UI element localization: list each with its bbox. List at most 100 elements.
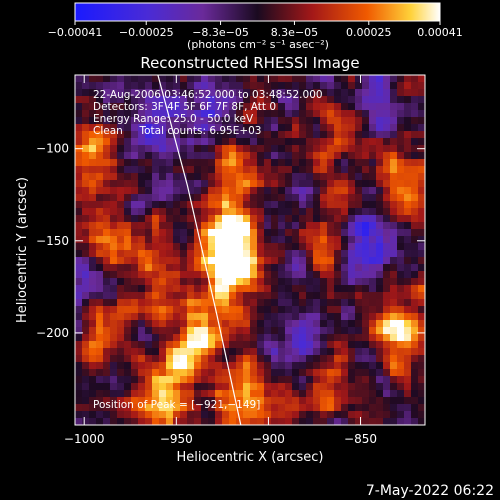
heatmap-cell	[320, 327, 328, 335]
heatmap-cell	[278, 299, 286, 307]
heatmap-cell	[110, 89, 118, 97]
annotation-time: 22-Aug-2006 03:46:52.000 to 03:48:52.000	[93, 89, 323, 101]
heatmap-cell	[313, 138, 321, 146]
heatmap-cell	[243, 82, 251, 90]
heatmap-cell	[110, 117, 118, 125]
heatmap-cell	[264, 369, 272, 377]
heatmap-cell	[369, 243, 377, 251]
heatmap-cell	[236, 411, 244, 419]
heatmap-cell	[369, 334, 377, 342]
heatmap-cell	[250, 397, 258, 405]
heatmap-cell	[334, 173, 342, 181]
heatmap-cell	[131, 341, 139, 349]
heatmap-cell	[285, 131, 293, 139]
heatmap-cell	[201, 369, 209, 377]
heatmap-cell	[229, 292, 237, 300]
heatmap-cell	[187, 152, 195, 160]
heatmap-cell	[208, 96, 216, 104]
heatmap-cell	[187, 369, 195, 377]
heatmap-cell	[243, 390, 251, 398]
heatmap-cell	[103, 187, 111, 195]
heatmap-cell	[215, 75, 223, 83]
colorbar-tick-label: −0.00025	[119, 26, 174, 39]
heatmap-cell	[390, 173, 398, 181]
heatmap-cell	[383, 376, 391, 384]
heatmap-cell	[124, 285, 132, 293]
heatmap-cell	[390, 180, 398, 188]
heatmap-cell	[208, 152, 216, 160]
heatmap-cell	[152, 285, 160, 293]
heatmap-cell	[334, 194, 342, 202]
heatmap-cell	[103, 264, 111, 272]
heatmap-cell	[215, 348, 223, 356]
heatmap-cell	[313, 306, 321, 314]
heatmap-cell	[278, 292, 286, 300]
heatmap-cell	[334, 320, 342, 328]
heatmap-cell	[124, 320, 132, 328]
heatmap-cell	[369, 355, 377, 363]
heatmap-cell	[257, 411, 265, 419]
heatmap-cell	[306, 75, 314, 83]
heatmap-cell	[397, 138, 405, 146]
heatmap-cell	[411, 411, 419, 419]
heatmap-cell	[180, 362, 188, 370]
heatmap-cell	[264, 271, 272, 279]
heatmap-cell	[159, 117, 167, 125]
heatmap-cell	[243, 131, 251, 139]
heatmap-cell	[348, 124, 356, 132]
heatmap-cell	[404, 313, 412, 321]
heatmap-cell	[103, 418, 111, 425]
heatmap-cell	[397, 215, 405, 223]
heatmap-cell	[327, 264, 335, 272]
heatmap-cell	[257, 404, 265, 412]
heatmap-cell	[292, 96, 300, 104]
heatmap-cell	[313, 334, 321, 342]
heatmap-cell	[327, 383, 335, 391]
heatmap-cell	[271, 390, 279, 398]
heatmap-cell	[348, 334, 356, 342]
heatmap-cell	[82, 418, 90, 425]
heatmap-cell	[187, 264, 195, 272]
heatmap-cell	[145, 194, 153, 202]
heatmap-cell	[96, 166, 104, 174]
heatmap-cell	[334, 285, 342, 293]
heatmap-cell	[194, 404, 202, 412]
heatmap-cell	[397, 292, 405, 300]
heatmap-cell	[215, 257, 223, 265]
heatmap-cell	[173, 110, 181, 118]
heatmap-cell	[355, 152, 363, 160]
heatmap-cell	[306, 390, 314, 398]
heatmap-cell	[166, 180, 174, 188]
heatmap-cell	[327, 299, 335, 307]
heatmap-cell	[166, 208, 174, 216]
heatmap-cell	[138, 320, 146, 328]
heatmap-cell	[250, 117, 258, 125]
heatmap-cell	[306, 187, 314, 195]
heatmap-cell	[334, 152, 342, 160]
heatmap-cell	[75, 131, 83, 139]
heatmap-cell	[411, 320, 419, 328]
heatmap-cell	[131, 152, 139, 160]
heatmap-cell	[159, 243, 167, 251]
heatmap-cell	[117, 362, 125, 370]
heatmap-cell	[89, 145, 97, 153]
heatmap-cell	[327, 145, 335, 153]
heatmap-cell	[110, 250, 118, 258]
heatmap-cell	[362, 376, 370, 384]
heatmap-cell	[320, 187, 328, 195]
heatmap-cell	[404, 96, 412, 104]
heatmap-cell	[369, 96, 377, 104]
heatmap-cell	[292, 341, 300, 349]
heatmap-cell	[334, 96, 342, 104]
heatmap-cell	[390, 208, 398, 216]
heatmap-cell	[404, 82, 412, 90]
heatmap-cell	[131, 264, 139, 272]
heatmap-cell	[131, 159, 139, 167]
heatmap-cell	[131, 250, 139, 258]
heatmap-cell	[208, 411, 216, 419]
heatmap-cell	[306, 236, 314, 244]
heatmap-cell	[110, 278, 118, 286]
heatmap-cell	[362, 131, 370, 139]
heatmap-cell	[285, 313, 293, 321]
heatmap-cell	[334, 362, 342, 370]
